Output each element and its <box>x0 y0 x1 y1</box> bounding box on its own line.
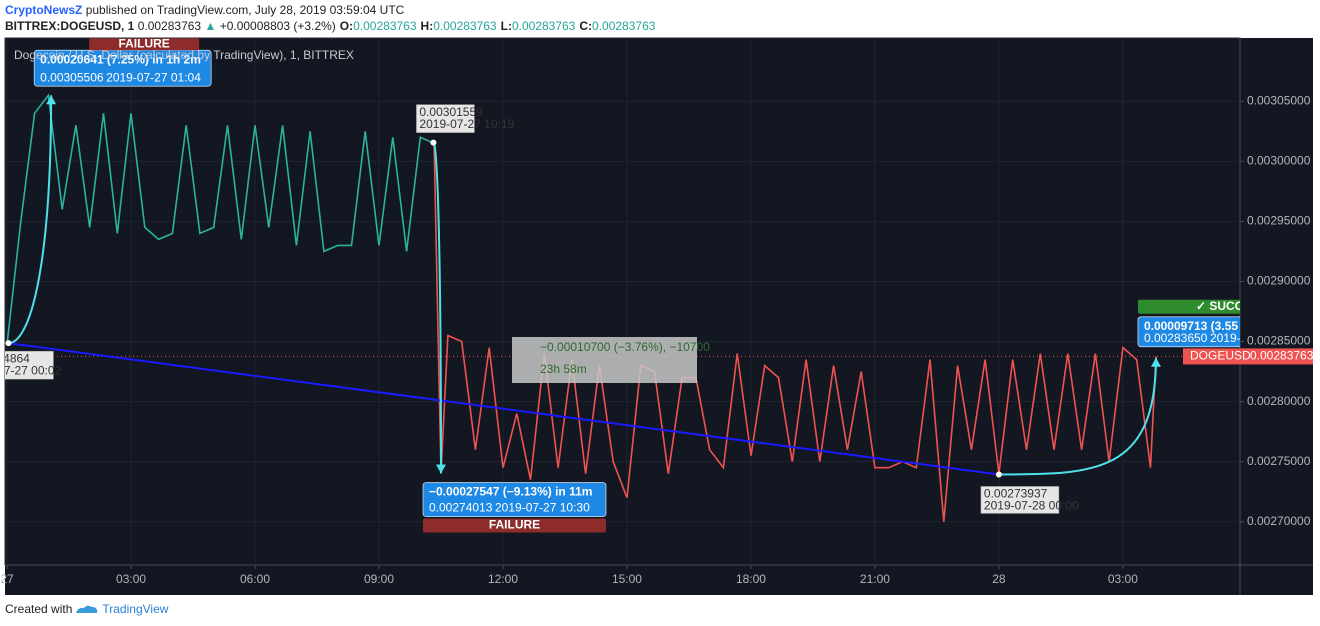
range-text: −0.00027547 (−9.13%) in 11m <box>429 485 592 499</box>
change: +0.00008803 (+3.2%) <box>220 19 336 33</box>
y-tick-label: 0.00290000 <box>1247 274 1311 288</box>
y-tick-label: 0.00305000 <box>1247 93 1311 107</box>
point-time: 2019-07-28 00:00 <box>984 499 1079 513</box>
footer: Created with TradingView <box>5 602 169 616</box>
header-line: CryptoNewsZ published on TradingView.com… <box>5 3 405 17</box>
status-strip <box>89 38 200 51</box>
x-tick-label: 03:00 <box>116 572 146 586</box>
point-label-box <box>980 486 1060 514</box>
arrow: ▲ <box>204 19 216 33</box>
point-marker <box>995 471 1002 478</box>
status-text: FAILURE <box>489 518 540 532</box>
range-price: 0.00274013 <box>429 501 493 515</box>
point-marker <box>430 139 437 146</box>
x-tick-label: 09:00 <box>364 572 394 586</box>
y-tick-label: 0.00295000 <box>1247 214 1311 228</box>
range-curve <box>8 95 53 345</box>
chart-title: Dogecoin / U.S. Dollar (calculated by Tr… <box>14 48 354 62</box>
plot-area <box>4 37 1241 566</box>
quote-line: BITTREX:DOGEUSD, 1 0.00283763 ▲ +0.00008… <box>5 19 656 33</box>
range-box <box>1137 316 1240 348</box>
x-tick-label: 12:00 <box>488 572 518 586</box>
ohlc-value: 0.00283763 <box>512 19 576 33</box>
published: published on TradingView.com, July 28, 2… <box>86 3 405 17</box>
status-text: ✓ SUCCE <box>1196 299 1251 313</box>
axes: 0.00270000 0.00275000 0.00280000 0.00285000… <box>0 93 1313 586</box>
range-curve <box>998 357 1157 476</box>
point-marker <box>5 340 12 347</box>
ohlc-label: H: <box>421 19 434 33</box>
ohlc-label: C: <box>579 19 592 33</box>
range-arrow <box>436 464 447 474</box>
range-time: 2019-0 <box>1210 331 1248 345</box>
last-price-tag <box>1183 348 1313 365</box>
range-curve <box>432 141 443 474</box>
drawings: 0.00020641 (7.25%) in 1h 2m0.00305506 201… <box>0 36 1251 533</box>
author[interactable]: CryptoNewsZ <box>5 3 82 17</box>
range-price: 0.00283650 <box>1144 331 1208 345</box>
trend-line <box>8 342 1000 476</box>
x-tick-label: 15:00 <box>612 572 642 586</box>
x-tick-label: 03:00 <box>1108 572 1138 586</box>
last-price-value: 0.00283763 <box>1250 349 1314 363</box>
range-text: 0.00020641 (7.25%) in 1h 2m <box>40 52 201 66</box>
ohlc-label: O: <box>340 19 353 33</box>
symbol: BITTREX:DOGEUSD, 1 <box>5 19 135 33</box>
ohlc-label: L: <box>501 19 512 33</box>
measure-text: −0.00010700 (−3.76%), −10700 <box>540 340 710 354</box>
range-text: 0.00009713 (3.55 <box>1144 319 1238 333</box>
range-arrow <box>46 95 57 105</box>
point-price: 0.00301559 <box>419 105 483 119</box>
last: 0.00283763 <box>138 19 202 33</box>
y-tick-label: 0.00270000 <box>1247 514 1311 528</box>
footer-brand[interactable]: TradingView <box>102 602 168 616</box>
price-line <box>6 93 435 344</box>
range-time: 2019-07-27 10:30 <box>495 501 590 515</box>
ohlc-value: 0.00283763 <box>433 19 497 33</box>
x-tick-label: 21:00 <box>860 572 890 586</box>
status-text: FAILURE <box>118 36 169 50</box>
last-price-name: DOGEUSD <box>1190 349 1251 363</box>
measure-duration: 23h 58m <box>540 362 587 376</box>
x-tick-label: 28 <box>992 572 1006 586</box>
point-time: 2019-07-27 00:02 <box>0 363 62 377</box>
point-price: 0.00273937 <box>984 487 1048 501</box>
y-tick-label: 0.00285000 <box>1247 334 1311 348</box>
tv-logo <box>76 605 98 613</box>
point-label-box <box>5 350 54 380</box>
ohlc-value: 0.00283763 <box>353 19 417 33</box>
ohlc-value: 0.00283763 <box>592 19 656 33</box>
point-price: 0.00284864 <box>0 351 30 365</box>
y-tick-label: 0.00300000 <box>1247 154 1311 168</box>
status-strip <box>423 518 607 533</box>
status-strip <box>1137 299 1240 314</box>
range-box <box>422 482 607 517</box>
measure-box <box>512 337 697 383</box>
point-label-box <box>416 104 475 133</box>
x-tick-label: 27 <box>0 572 14 586</box>
y-tick-label: 0.00280000 <box>1247 394 1311 408</box>
y-tick-label: 0.00275000 <box>1247 454 1311 468</box>
x-tick-label: 18:00 <box>736 572 766 586</box>
range-price: 0.00305506 <box>40 70 104 84</box>
point-time: 2019-07-27 10:19 <box>419 117 514 131</box>
range-time: 2019-07-27 01:04 <box>106 70 201 84</box>
footer-text: Created with <box>5 602 72 616</box>
x-tick-label: 06:00 <box>240 572 270 586</box>
range-arrow <box>1150 357 1161 367</box>
